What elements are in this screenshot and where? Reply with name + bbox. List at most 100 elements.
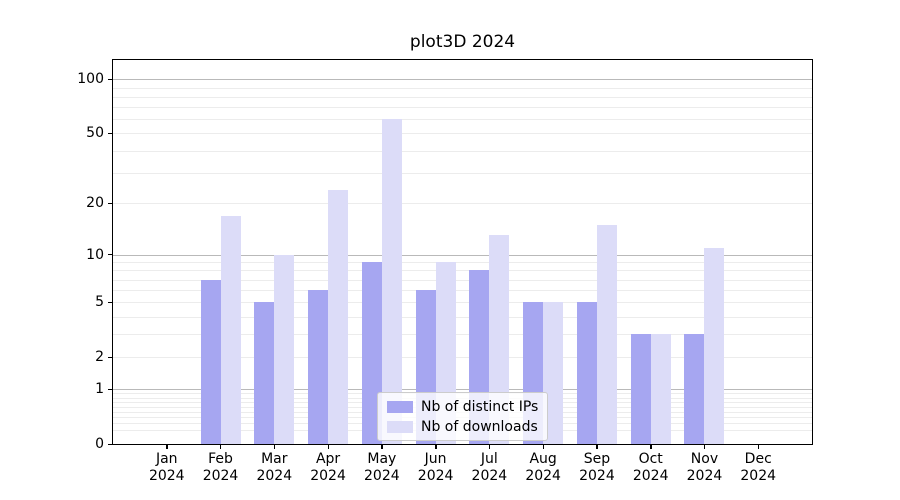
bar bbox=[630, 334, 651, 444]
x-tick-month: Nov bbox=[690, 451, 719, 467]
y-tick-label: 100 bbox=[77, 71, 104, 88]
y-tick-label: 5 bbox=[95, 294, 104, 311]
x-tick-label: Jan 2024 bbox=[132, 451, 202, 485]
x-tick-mark bbox=[435, 445, 437, 449]
y-tick-label: 10 bbox=[86, 246, 104, 263]
x-tick-month: Jul bbox=[480, 451, 498, 467]
y-tick-mark bbox=[108, 356, 112, 359]
y-tick-mark bbox=[108, 388, 112, 391]
x-tick-label: Feb 2024 bbox=[186, 451, 256, 485]
gridline-minor bbox=[113, 150, 812, 152]
x-tick-mark bbox=[703, 445, 706, 449]
y-tick-label: 20 bbox=[86, 195, 104, 212]
x-tick-year: 2024 bbox=[525, 468, 561, 484]
y-tick-mark bbox=[108, 202, 112, 205]
y-tick-label: 2 bbox=[95, 349, 104, 366]
x-tick-mark bbox=[166, 445, 168, 449]
bar bbox=[684, 334, 705, 444]
y-tick-mark bbox=[108, 301, 112, 304]
bar bbox=[200, 279, 221, 444]
gridline-minor bbox=[113, 290, 812, 292]
gridline-minor bbox=[113, 96, 812, 98]
gridline-minor bbox=[113, 107, 812, 109]
x-tick-label: Jun 2024 bbox=[401, 451, 471, 485]
gridline-major bbox=[113, 79, 812, 81]
x-tick-month: Aug bbox=[529, 451, 557, 467]
bar bbox=[543, 302, 564, 444]
x-tick-label: Aug 2024 bbox=[508, 451, 578, 485]
gridline-minor bbox=[113, 203, 812, 205]
gridline-major bbox=[113, 254, 812, 256]
x-tick-year: 2024 bbox=[202, 468, 239, 484]
x-tick-label: Sep 2024 bbox=[562, 451, 632, 485]
gridline-minor bbox=[113, 302, 812, 304]
x-tick-year: 2024 bbox=[256, 468, 293, 484]
x-tick-mark bbox=[488, 445, 491, 449]
x-tick-year: 2024 bbox=[148, 468, 185, 484]
x-tick-year: 2024 bbox=[579, 468, 615, 484]
y-tick-mark bbox=[108, 132, 112, 135]
x-tick-month: Apr bbox=[315, 451, 341, 467]
x-tick-mark bbox=[381, 445, 383, 449]
x-tick-month: Jun bbox=[424, 451, 447, 467]
bar bbox=[596, 224, 617, 444]
bar bbox=[220, 215, 241, 444]
x-tick-month: Jan bbox=[155, 451, 178, 467]
x-tick-mark bbox=[542, 445, 545, 449]
legend-swatch bbox=[387, 420, 413, 433]
legend-item: Nb of distinct IPs bbox=[387, 398, 538, 415]
gridline-minor bbox=[113, 119, 812, 121]
x-tick-month: Dec bbox=[744, 451, 772, 467]
bar bbox=[650, 334, 671, 444]
y-tick-label: 1 bbox=[95, 381, 104, 398]
x-tick-label: Jul 2024 bbox=[454, 451, 524, 485]
x-tick-mark bbox=[757, 445, 760, 449]
x-tick-year: 2024 bbox=[686, 468, 723, 484]
legend-label: Nb of downloads bbox=[421, 418, 538, 435]
x-tick-month: Sep bbox=[583, 451, 611, 467]
bar bbox=[361, 262, 382, 444]
gridline-minor bbox=[113, 334, 812, 336]
gridline-minor bbox=[113, 87, 812, 89]
bar bbox=[328, 189, 349, 444]
legend: Nb of distinct IPs Nb of downloads bbox=[377, 392, 549, 441]
x-tick-year: 2024 bbox=[417, 468, 454, 484]
y-tick-label: 50 bbox=[86, 125, 104, 142]
x-tick-month: Mar bbox=[261, 451, 288, 467]
x-tick-label: Mar 2024 bbox=[239, 451, 309, 485]
gridline-minor bbox=[113, 262, 812, 264]
legend-item: Nb of downloads bbox=[387, 418, 538, 435]
bar bbox=[274, 254, 295, 444]
bar bbox=[576, 302, 597, 444]
x-tick-mark bbox=[220, 445, 222, 449]
x-tick-mark bbox=[596, 445, 598, 449]
x-tick-month: May bbox=[367, 451, 397, 467]
bar bbox=[381, 119, 402, 444]
bar bbox=[254, 302, 275, 444]
x-tick-year: 2024 bbox=[740, 468, 777, 484]
x-tick-label: Nov 2024 bbox=[669, 451, 739, 485]
chart-title: plot3D 2024 bbox=[409, 32, 516, 52]
y-tick-mark bbox=[108, 443, 112, 445]
bar bbox=[308, 290, 329, 444]
gridline-minor bbox=[113, 279, 812, 281]
gridline-minor bbox=[113, 172, 812, 174]
x-tick-year: 2024 bbox=[310, 468, 346, 484]
x-tick-month: Oct bbox=[638, 451, 663, 467]
y-tick-mark bbox=[108, 254, 112, 256]
gridline-major bbox=[113, 389, 812, 391]
gridline-minor bbox=[113, 316, 812, 318]
gridline-minor bbox=[113, 357, 812, 359]
x-tick-label: Oct 2024 bbox=[616, 451, 686, 485]
legend-swatch bbox=[387, 400, 413, 413]
gridline-minor bbox=[113, 133, 812, 135]
x-tick-year: 2024 bbox=[632, 468, 669, 484]
bar bbox=[704, 247, 725, 444]
x-tick-year: 2024 bbox=[471, 468, 508, 484]
x-tick-month: Feb bbox=[208, 451, 233, 467]
x-tick-mark bbox=[327, 445, 329, 449]
y-tick-label: 0 bbox=[95, 436, 104, 452]
y-tick-mark bbox=[108, 78, 112, 81]
x-tick-mark bbox=[273, 445, 276, 449]
bar bbox=[489, 235, 510, 444]
